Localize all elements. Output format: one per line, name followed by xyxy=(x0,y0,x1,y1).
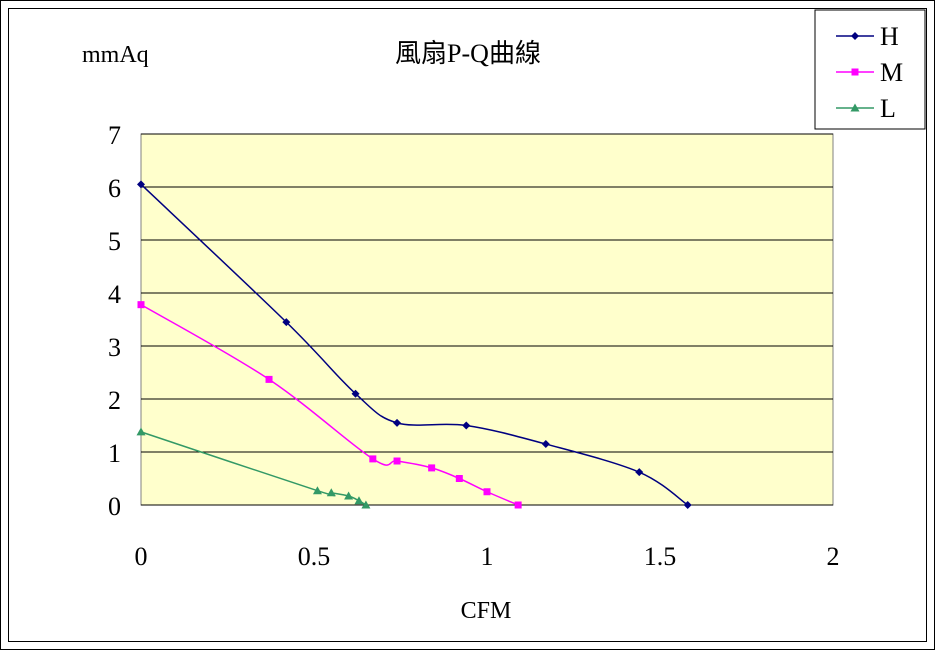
series-H-point-3 xyxy=(393,418,402,427)
chart-area-border xyxy=(8,8,927,642)
series-H-point-7 xyxy=(683,501,692,509)
legend-marker-M xyxy=(851,68,859,76)
series-H-point-6 xyxy=(635,468,644,477)
legend-marker-L xyxy=(850,103,860,112)
y-tick-5: 5 xyxy=(108,227,121,256)
x-tick-0: 0 xyxy=(135,542,148,571)
series-H-point-0 xyxy=(137,180,145,189)
legend-box xyxy=(814,9,926,130)
x-tick-labels: 0 0.5 1 1.5 2 xyxy=(135,542,840,571)
series-H-point-4 xyxy=(462,421,471,430)
gridlines xyxy=(141,133,833,506)
series-M-point-1 xyxy=(265,375,273,383)
y-tick-1: 1 xyxy=(108,439,121,468)
y-tick-0: 0 xyxy=(108,492,121,521)
series-M-point-2 xyxy=(369,455,377,463)
y-tick-3: 3 xyxy=(108,333,121,362)
plot-area xyxy=(140,133,834,506)
chart-title: 風扇P-Q曲線 xyxy=(395,39,541,68)
series-L-point-3 xyxy=(344,491,354,500)
series-M-point-0 xyxy=(137,301,145,309)
legend-label-H: H xyxy=(880,22,899,51)
legend-items: HML xyxy=(836,22,903,123)
series-markers xyxy=(136,180,692,509)
legend: HML xyxy=(814,9,926,130)
series-M-point-4 xyxy=(428,464,436,472)
legend-marker-H xyxy=(851,32,859,40)
y-tick-labels: 0 1 2 3 4 5 6 7 xyxy=(108,121,121,521)
series-L-point-0 xyxy=(136,427,146,436)
series-H-point-2 xyxy=(351,389,360,398)
y-tick-7: 7 xyxy=(108,121,121,150)
y-tick-2: 2 xyxy=(108,386,121,415)
series-M-point-5 xyxy=(455,475,463,482)
y-tick-4: 4 xyxy=(108,280,121,309)
series-M-point-6 xyxy=(483,488,491,496)
series-H-point-5 xyxy=(541,440,550,449)
x-axis-label: CFM xyxy=(461,598,512,624)
legend-label-L: L xyxy=(880,94,896,123)
series-M-point-3 xyxy=(393,457,401,465)
series-L-point-4 xyxy=(354,496,364,505)
series-M-point-7 xyxy=(514,501,522,509)
series-L-point-2 xyxy=(326,488,336,497)
y-tick-6: 6 xyxy=(108,174,121,203)
series-L-point-5 xyxy=(361,500,371,509)
series-line-H xyxy=(140,183,689,506)
series-L-point-1 xyxy=(312,486,322,495)
x-tick-1: 1 xyxy=(481,542,494,571)
y-axis-label: mmAq xyxy=(82,42,149,68)
x-tick-0.5: 0.5 xyxy=(298,542,331,571)
legend-label-M: M xyxy=(880,58,903,87)
x-tick-1.5: 1.5 xyxy=(644,542,677,571)
x-tick-2: 2 xyxy=(827,542,840,571)
series-H-point-1 xyxy=(282,318,291,327)
